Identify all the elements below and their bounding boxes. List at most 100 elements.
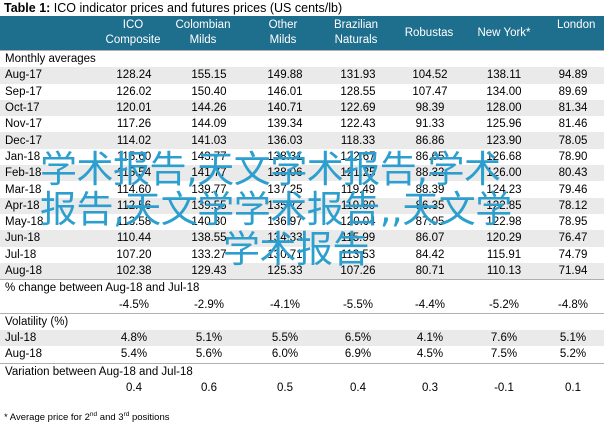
col-header-ico-composite: ICO Composite (105, 19, 161, 46)
table-cell: 134.00 (486, 85, 522, 98)
table-cell: 107.20 (116, 248, 152, 261)
table-cell: 113.53 (340, 248, 376, 261)
table-cell: 4.8% (98, 330, 170, 347)
table-cell: 117.26 (116, 118, 152, 131)
row-label: Jun-18 (0, 230, 98, 247)
table-cell: 120.29 (466, 230, 542, 247)
table-cell: 141.77 (170, 165, 248, 182)
table-row: May-18 113.58 140.30 136.97 120.04 87.05 122.9… (0, 214, 604, 230)
table-cell: 139.34 (267, 118, 303, 131)
table-cell: 144.26 (170, 99, 248, 117)
table-cell: 137.25 (267, 183, 303, 196)
table-cell: -2.9% (193, 298, 225, 311)
table-cell: 6.5% (322, 330, 394, 347)
footnote: * Average price for 2nd and 3rd position… (4, 410, 170, 423)
table-cell: 86.86 (394, 132, 466, 149)
col-header-robustas: Robustas (404, 26, 454, 39)
row-label: Jul-18 (0, 330, 98, 347)
row-label: Jan-18 (5, 150, 41, 163)
col-header-other-milds: Other Milds (268, 19, 298, 46)
table-cell: 107.47 (412, 85, 448, 98)
row-label: Apr-18 (0, 197, 98, 214)
col-header-new-york: New York* (477, 26, 531, 39)
row-label: Mar-18 (5, 183, 42, 196)
table-cell: 122.67 (340, 150, 376, 163)
section-header-row: Monthly averages (0, 50, 604, 68)
table-cell: 119.80 (322, 197, 394, 214)
table-cell: 129.43 (170, 262, 248, 280)
table-cell: 113.58 (116, 216, 152, 229)
table-cell: 110.44 (98, 230, 170, 247)
table-cell: 130.71 (267, 248, 303, 261)
table-cell: 146.01 (267, 85, 303, 98)
table-row: Oct-17 120.01 144.26 140.71 122.69 98.39 128.0… (0, 99, 604, 117)
table-cell: 0.4 (350, 382, 366, 395)
table-cell: -0.1 (494, 382, 514, 395)
price-table: Monthly averages Aug-17 128.24 155.15 149.88… (0, 50, 604, 396)
table-cell: 110.13 (466, 262, 542, 280)
table-cell: 122.98 (486, 216, 522, 229)
row-label: Oct-17 (0, 99, 98, 117)
table-cell: 86.35 (394, 197, 466, 214)
table-cell: 6.9% (344, 348, 372, 361)
table-cell: 0.6 (201, 382, 217, 395)
col-header-london: London * (557, 19, 596, 31)
table-cell: 80.71 (394, 262, 466, 280)
row-label: May-18 (5, 216, 44, 229)
col-header-brazilian-naturals: Brazilian Naturals (333, 19, 379, 46)
table-cell: 71.94 (542, 262, 604, 280)
table-cell: 86.07 (394, 230, 466, 247)
table-cell: 78.90 (558, 150, 588, 163)
table-cell: 7.5% (490, 348, 518, 361)
row-label: Dec-17 (0, 132, 98, 149)
table-cell: 150.40 (191, 85, 227, 98)
table-cell: 74.79 (558, 248, 588, 261)
table-cell: 139.77 (191, 183, 227, 196)
col-header-colombian-milds: Colombian Milds (175, 19, 231, 46)
table-cell: 5.4% (120, 348, 148, 361)
table-cell: 81.46 (558, 118, 588, 131)
table-row: Jul-18 107.20 133.27 130.71 113.53 84.42 115.9… (0, 247, 604, 263)
table-cell: 86.65 (415, 150, 445, 163)
table-cell: 104.52 (394, 67, 466, 84)
table-row: Nov-17 117.26 144.09 139.34 122.43 91.33 125.9… (0, 116, 604, 132)
section-header-row: Volatility (%) (0, 312, 604, 331)
table-row: Aug-17 128.24 155.15 149.88 131.93 104.52 138.… (0, 67, 604, 84)
table-cell: 5.5% (248, 330, 322, 347)
table-cell: 128.55 (340, 85, 376, 98)
table-cell: 80.43 (542, 165, 604, 182)
row-label: Nov-17 (5, 118, 43, 131)
table-cell: 155.15 (170, 67, 248, 84)
table-cell: 102.38 (98, 262, 170, 280)
table-cell: 122.43 (340, 118, 376, 131)
table-cell: 5.1% (170, 330, 248, 347)
table-cell: 79.46 (558, 183, 588, 196)
section-title: Volatility (%) (0, 312, 604, 331)
table-cell: 115.99 (322, 230, 394, 247)
table-row: Aug-18 5.4% 5.6% 6.0% 6.9% 4.5% 7.5% 5.2% (0, 346, 604, 363)
table-title-text: ICO indicator prices and futures prices … (53, 1, 343, 15)
table-cell: 125.96 (486, 118, 522, 131)
table-cell: 89.69 (558, 85, 588, 98)
row-label: Aug-17 (0, 67, 98, 84)
table-cell: 139.55 (170, 197, 248, 214)
table-cell: 140.71 (248, 99, 322, 117)
table-cell: 124.23 (486, 183, 522, 196)
table-cell: 119.49 (340, 183, 376, 196)
table-cell: 78.05 (542, 132, 604, 149)
table-cell: 5.2% (559, 348, 587, 361)
table-cell: 88.32 (394, 165, 466, 182)
table-cell: 122.85 (466, 197, 542, 214)
table-cell: 84.42 (415, 248, 445, 261)
table-cell: 128.24 (98, 67, 170, 84)
table-cell: 120.01 (98, 99, 170, 117)
section-header-row: % change between Aug-18 and Jul-18 (0, 279, 604, 297)
table-cell: 4.5% (416, 348, 444, 361)
table-cell: 136.03 (248, 132, 322, 149)
table-cell: 141.03 (170, 132, 248, 149)
table-cell: 144.09 (191, 118, 227, 131)
table-row: Sep-17 126.02 150.40 146.01 128.55 107.47 134.… (0, 84, 604, 100)
section-title: % change between Aug-18 and Jul-18 (0, 279, 604, 297)
table-cell: 0.3 (422, 382, 438, 395)
table-cell: 118.33 (322, 132, 394, 149)
